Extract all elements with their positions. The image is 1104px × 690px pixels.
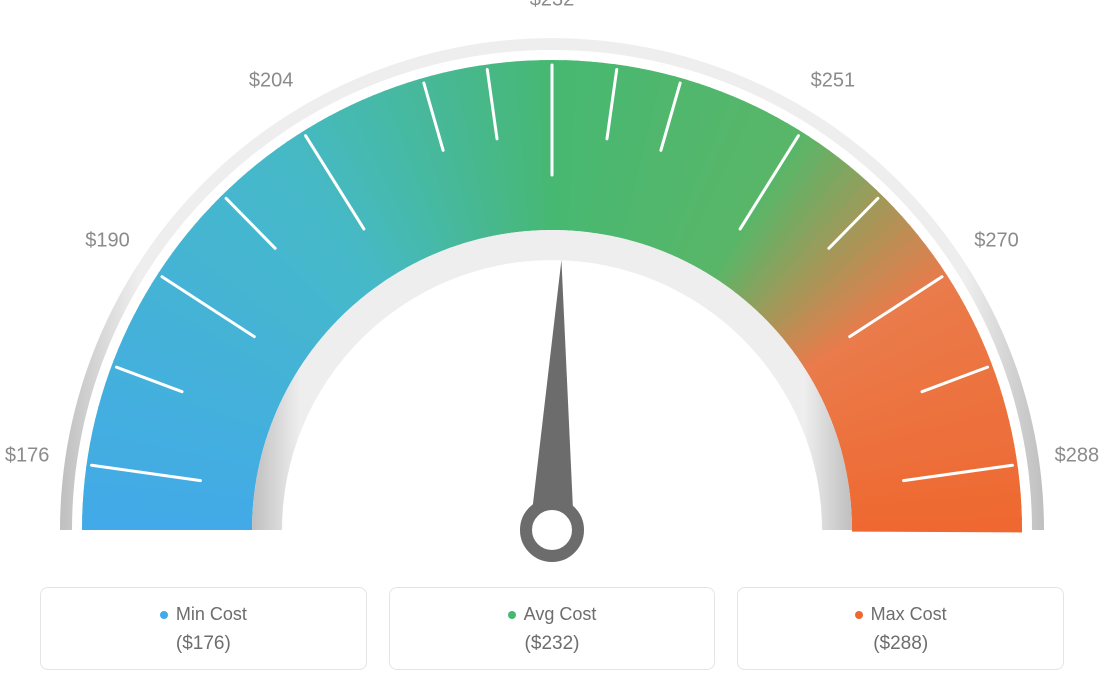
legend-card-min: Min Cost ($176) (40, 587, 367, 670)
gauge-tick-label: $190 (85, 230, 130, 253)
legend-label-max-text: Max Cost (871, 604, 947, 625)
legend-card-max: Max Cost ($288) (737, 587, 1064, 670)
legend-label-min: Min Cost (160, 604, 247, 625)
gauge-chart: $176 $190 $204 $232 $251 $270 $288 (0, 0, 1104, 570)
legend-label-avg: Avg Cost (508, 604, 597, 625)
legend-row: Min Cost ($176) Avg Cost ($232) Max Cost… (40, 587, 1064, 670)
legend-label-max: Max Cost (855, 604, 947, 625)
gauge-tick-label: $232 (530, 0, 575, 12)
gauge-tick-label: $270 (974, 230, 1019, 253)
legend-dot-min (160, 611, 168, 619)
gauge-tick-label: $288 (1055, 445, 1100, 468)
gauge-tick-label: $204 (249, 69, 294, 92)
legend-label-min-text: Min Cost (176, 604, 247, 625)
legend-value-min: ($176) (51, 633, 356, 655)
legend-card-avg: Avg Cost ($232) (389, 587, 716, 670)
legend-dot-avg (508, 611, 516, 619)
legend-value-max: ($288) (748, 633, 1053, 655)
gauge-tick-label: $251 (811, 69, 856, 92)
legend-dot-max (855, 611, 863, 619)
legend-value-avg: ($232) (400, 633, 705, 655)
gauge-tick-label: $176 (5, 445, 50, 468)
legend-label-avg-text: Avg Cost (524, 604, 597, 625)
